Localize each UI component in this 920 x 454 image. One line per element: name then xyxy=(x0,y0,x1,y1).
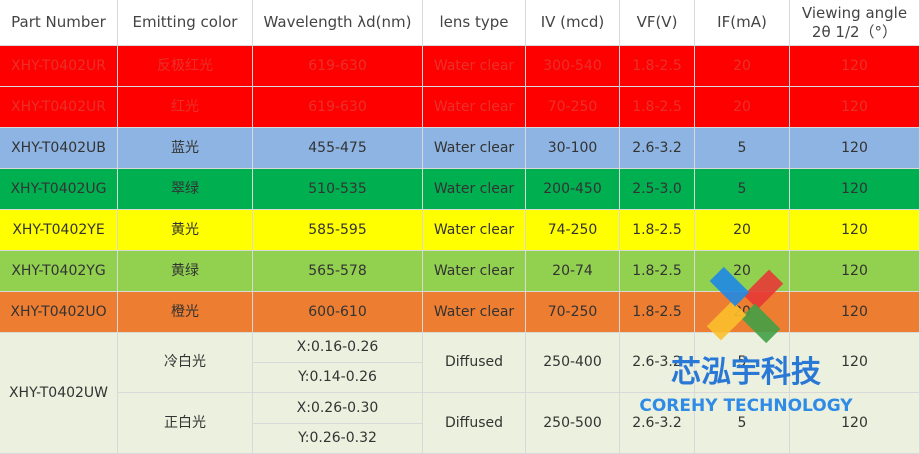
table-cell: 黄绿 xyxy=(118,251,253,292)
table-cell: 蓝光 xyxy=(118,128,253,169)
table-cell: X:0.16-0.26 xyxy=(253,333,423,363)
table-cell: 20 xyxy=(695,87,790,128)
table-cell: 1.8-2.5 xyxy=(620,251,695,292)
header-cell: VF(V) xyxy=(620,0,695,46)
table-cell: XHY-T0402UR xyxy=(0,87,118,128)
table-cell: 橙光 xyxy=(118,292,253,333)
table-cell: Water clear xyxy=(423,87,526,128)
table-cell: 300-540 xyxy=(526,46,620,87)
table-cell: 120 xyxy=(790,292,920,333)
table-cell: 455-475 xyxy=(253,128,423,169)
table-cell: Water clear xyxy=(423,169,526,210)
table-cell: 2.5-3.0 xyxy=(620,169,695,210)
table-cell: 20-74 xyxy=(526,251,620,292)
table-cell: 74-250 xyxy=(526,210,620,251)
table-cell: 120 xyxy=(790,169,920,210)
table-cell: 翠绿 xyxy=(118,169,253,210)
header-cell: Emitting color xyxy=(118,0,253,46)
header-cell: IF(mA) xyxy=(695,0,790,46)
table-cell: 30-100 xyxy=(526,128,620,169)
table-cell: XHY-T0402YG xyxy=(0,251,118,292)
table-cell: 20 xyxy=(695,210,790,251)
table-cell: Diffused xyxy=(423,333,526,393)
table-cell: 反极红光 xyxy=(118,46,253,87)
header-cell: Part Number xyxy=(0,0,118,46)
table-cell: 585-595 xyxy=(253,210,423,251)
header-cell: Wavelength λd(nm) xyxy=(253,0,423,46)
table-cell: 250-400 xyxy=(526,333,620,393)
table-cell: 黄光 xyxy=(118,210,253,251)
table-cell: 5 xyxy=(695,393,790,454)
table-cell: 1.8-2.5 xyxy=(620,87,695,128)
table-cell: 120 xyxy=(790,46,920,87)
table-cell: 2.6-3.2 xyxy=(620,128,695,169)
table-cell: XHY-T0402UW xyxy=(0,333,118,454)
table-cell: 冷白光 xyxy=(118,333,253,393)
table-cell: Water clear xyxy=(423,292,526,333)
header-cell: lens type xyxy=(423,0,526,46)
table-cell: 565-578 xyxy=(253,251,423,292)
table-cell: 619-630 xyxy=(253,87,423,128)
table-cell: Water clear xyxy=(423,128,526,169)
table-cell: 1.8-2.5 xyxy=(620,292,695,333)
table-cell: XHY-T0402UO xyxy=(0,292,118,333)
table-cell: 70-250 xyxy=(526,87,620,128)
table-cell: 5 xyxy=(695,169,790,210)
table-cell: 619-630 xyxy=(253,46,423,87)
table-cell: 正白光 xyxy=(118,393,253,454)
table-cell: XHY-T0402UR xyxy=(0,46,118,87)
table-cell: 1.8-2.5 xyxy=(620,210,695,251)
table-cell: Diffused xyxy=(423,393,526,454)
header-cell: Viewing angle 2θ 1/2（°） xyxy=(790,0,920,46)
table-cell: 70-250 xyxy=(526,292,620,333)
table-cell: Y:0.26-0.32 xyxy=(253,424,423,454)
table-cell: 20 xyxy=(695,292,790,333)
table-cell: X:0.26-0.30 xyxy=(253,393,423,424)
table-cell: 250-500 xyxy=(526,393,620,454)
table-cell: 2.6-3.2 xyxy=(620,333,695,393)
table-cell: 120 xyxy=(790,251,920,292)
table-cell: 120 xyxy=(790,393,920,454)
table-cell: 1.8-2.5 xyxy=(620,46,695,87)
table-cell: 120 xyxy=(790,333,920,393)
table-cell: 20 xyxy=(695,46,790,87)
table-cell: Water clear xyxy=(423,46,526,87)
table-cell: Y:0.14-0.26 xyxy=(253,363,423,393)
table-cell: 红光 xyxy=(118,87,253,128)
table-cell: XHY-T0402UB xyxy=(0,128,118,169)
table-cell: 2.6-3.2 xyxy=(620,393,695,454)
table-cell: 120 xyxy=(790,210,920,251)
table-cell: XHY-T0402YE xyxy=(0,210,118,251)
table-cell: 510-535 xyxy=(253,169,423,210)
table-cell: XHY-T0402UG xyxy=(0,169,118,210)
table-cell: 600-610 xyxy=(253,292,423,333)
table-cell: Water clear xyxy=(423,210,526,251)
table-cell: 200-450 xyxy=(526,169,620,210)
table-cell: Water clear xyxy=(423,251,526,292)
table-cell: 120 xyxy=(790,128,920,169)
table-cell: 120 xyxy=(790,87,920,128)
table-cell: 20 xyxy=(695,251,790,292)
header-cell: IV (mcd) xyxy=(526,0,620,46)
table-cell: 5 xyxy=(695,333,790,393)
table-cell: 5 xyxy=(695,128,790,169)
